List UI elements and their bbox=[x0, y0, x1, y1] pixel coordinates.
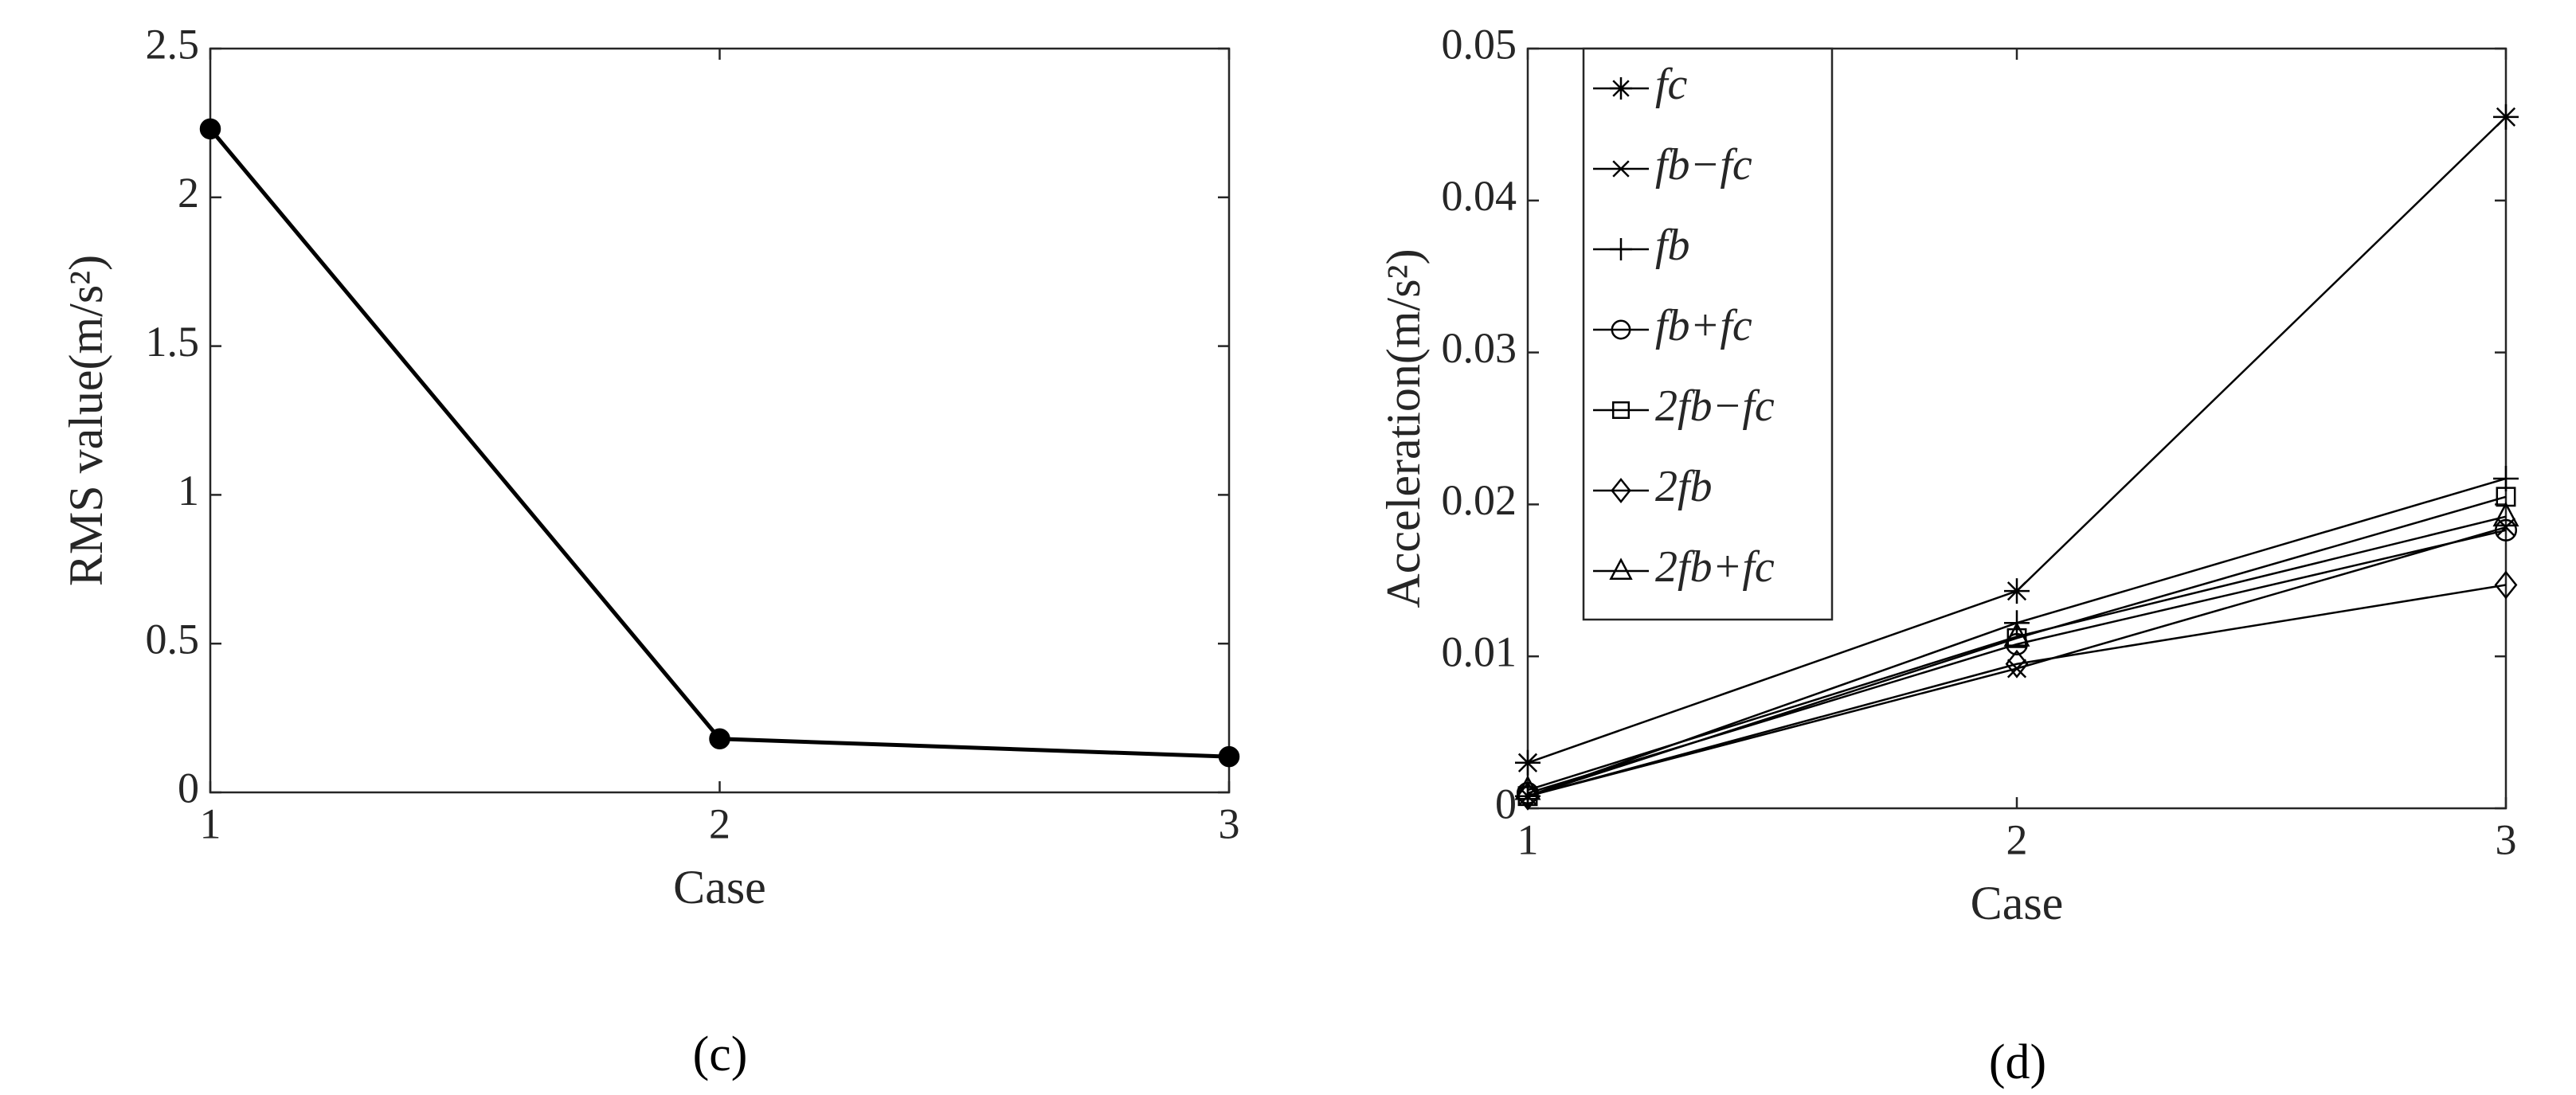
data-marker bbox=[2004, 578, 2030, 604]
y-axis-label: Acceleration(m/s²) bbox=[1377, 248, 1430, 608]
legend-marker bbox=[1610, 238, 1632, 260]
legend-label: fc bbox=[1655, 60, 1688, 109]
data-marker bbox=[199, 118, 221, 140]
legend-label: 2fb bbox=[1655, 462, 1713, 511]
data-marker bbox=[2496, 487, 2516, 507]
y-tick-label: 0.04 bbox=[1442, 172, 1517, 220]
legend-box bbox=[1582, 47, 1834, 621]
series-line bbox=[209, 127, 1230, 759]
y-tick-label: 0.5 bbox=[146, 616, 200, 663]
data-marker bbox=[709, 728, 730, 749]
data-marker bbox=[2494, 570, 2518, 600]
x-axis-label: Case bbox=[1971, 877, 2064, 929]
y-tick-label: 1 bbox=[178, 467, 199, 514]
data-marker bbox=[2003, 621, 2030, 647]
data-marker bbox=[1515, 749, 1541, 776]
x-tick-label: 2 bbox=[709, 800, 730, 847]
legend-marker bbox=[1611, 401, 1631, 420]
y-tick-label: 1.5 bbox=[146, 318, 200, 366]
legend-marker bbox=[1612, 160, 1630, 178]
series-line bbox=[1527, 584, 2507, 797]
y-tick-label: 0 bbox=[1495, 780, 1517, 827]
y-tick-label: 2.5 bbox=[146, 20, 200, 68]
legend-label: 2fb−fc bbox=[1655, 381, 1775, 431]
data-marker bbox=[1514, 775, 1541, 800]
data-marker bbox=[1218, 745, 1240, 768]
panel-label: (c) bbox=[693, 1027, 748, 1081]
x-tick-label: 2 bbox=[2006, 815, 2028, 863]
x-axis-label: Case bbox=[673, 861, 766, 913]
y-tick-label: 0.02 bbox=[1442, 476, 1517, 524]
x-tick-label: 3 bbox=[2496, 815, 2517, 863]
y-tick-label: 0.05 bbox=[1442, 20, 1517, 68]
legend: fc fb−fc fb fb+fc 2fb−fc 2fb 2fb+fc bbox=[1582, 47, 1834, 621]
x-tick-label: 3 bbox=[1219, 800, 1240, 847]
data-marker bbox=[2492, 501, 2519, 527]
series-line bbox=[1527, 515, 2507, 792]
y-tick-label: 0.01 bbox=[1442, 628, 1517, 676]
legend-marker bbox=[1609, 557, 1633, 581]
axes-box bbox=[209, 47, 1231, 794]
legend-label: 2fb+fc bbox=[1655, 542, 1775, 592]
legend-marker bbox=[1610, 77, 1632, 100]
legend-label: fb+fc bbox=[1655, 301, 1752, 350]
y-axis-label: RMS value(m/s²) bbox=[60, 255, 112, 586]
y-tick-label: 0.03 bbox=[1442, 324, 1517, 372]
legend-label: fb bbox=[1655, 221, 1690, 270]
data-marker bbox=[2493, 104, 2519, 130]
x-tick-label: 1 bbox=[1517, 815, 1539, 863]
y-tick-label: 2 bbox=[178, 169, 199, 217]
y-tick-label: 0 bbox=[178, 764, 199, 811]
legend-marker bbox=[1611, 319, 1631, 340]
x-tick-label: 1 bbox=[200, 800, 221, 847]
series-line bbox=[1527, 495, 2507, 797]
legend-marker bbox=[1611, 477, 1631, 504]
data-marker bbox=[2005, 649, 2029, 679]
data-marker bbox=[2494, 518, 2518, 542]
panel-label: (d) bbox=[1989, 1035, 2046, 1089]
legend-label: fb−fc bbox=[1655, 140, 1752, 190]
